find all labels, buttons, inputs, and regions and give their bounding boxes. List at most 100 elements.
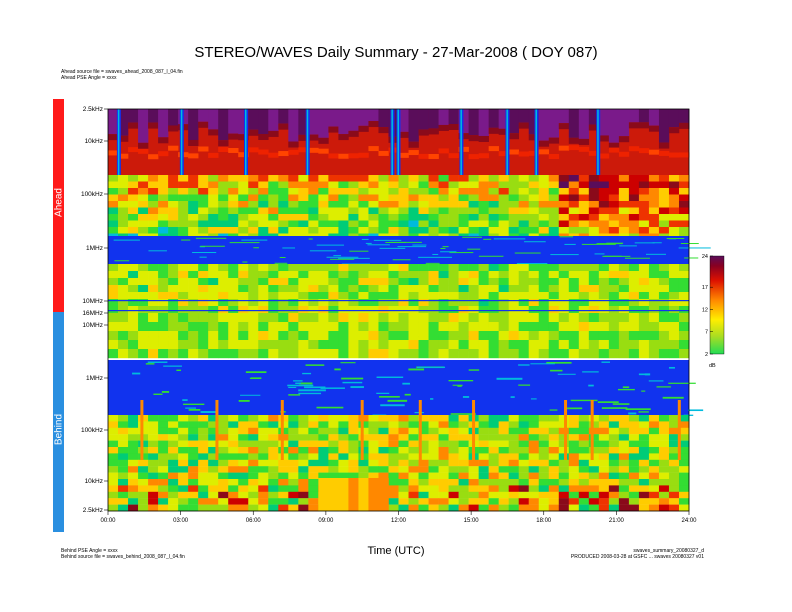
behind-bottom-cell: [668, 447, 680, 454]
ahead-mf-cell: [568, 194, 580, 202]
ahead-mf-cell: [638, 181, 650, 189]
ahead-top-cell: [428, 128, 439, 135]
behind-lf-noise: [404, 393, 411, 396]
ahead-mf-cell: [348, 194, 359, 202]
ahead-bg-cell: [258, 292, 269, 300]
ahead-top-cell: [518, 122, 530, 129]
behind-top-cell: [118, 340, 129, 350]
behind-bottom-cell: [388, 415, 399, 422]
ahead-lf-noise: [181, 239, 191, 241]
ahead-mf-cell: [188, 175, 199, 182]
ahead-mf-cell: [128, 188, 139, 195]
ahead-top-cell: [318, 148, 329, 154]
ahead-mf-cell: [488, 188, 499, 195]
ahead-mf-cell: [378, 175, 389, 182]
behind-bottom-cell: [178, 453, 189, 460]
behind-bottom-cell: [298, 447, 309, 454]
ahead-mf-cell: [628, 227, 640, 234]
ahead-mf-cell: [668, 194, 680, 202]
behind-top-cell: [518, 340, 530, 350]
ahead-bg-cell: [588, 292, 600, 300]
ahead-bg-cell: [568, 306, 580, 314]
behind-lf-noise: [238, 399, 250, 402]
ahead-mf-cell: [648, 214, 660, 221]
ahead-bg-cell: [558, 278, 570, 286]
behind-bottom-cell: [518, 440, 530, 448]
behind-bottom-cell: [148, 504, 159, 512]
behind-top-cell: [548, 313, 560, 323]
ahead-mf-cell: [468, 227, 479, 234]
behind-bottom-cell: [638, 434, 650, 441]
ahead-mf-cell: [298, 207, 309, 215]
behind-bottom-cell: [488, 453, 499, 460]
ahead-lf-noise: [440, 247, 446, 249]
ahead-bg-cell: [458, 285, 469, 293]
behind-bottom-cell: [108, 472, 119, 480]
behind-bottom-cell: [678, 504, 690, 512]
ahead-bg-cell: [228, 292, 239, 300]
ahead-mf-cell: [188, 214, 199, 221]
behind-top-cell: [158, 340, 169, 350]
ahead-bg-cell: [208, 271, 219, 279]
ahead-bg-cell: [348, 285, 359, 293]
behind-bottom-cell: [638, 421, 650, 428]
ahead-mf-cell: [178, 181, 189, 189]
ahead-mf-cell: [538, 175, 550, 182]
ahead-dropout: [506, 109, 508, 175]
ahead-bg-cell: [528, 285, 540, 293]
ahead-top-cell: [238, 109, 249, 135]
behind-bottom-cell: [578, 453, 590, 460]
behind-bottom-cell: [158, 498, 169, 505]
ahead-top-cell: [438, 148, 449, 154]
ahead-mf-cell: [358, 220, 369, 228]
ahead-bg-cell: [338, 271, 349, 279]
ahead-top-cell: [598, 109, 610, 136]
behind-bottom-cell: [678, 427, 690, 435]
behind-top-cell: [188, 331, 199, 341]
behind-top-cell: [468, 340, 479, 350]
ahead-bg-cell: [178, 299, 189, 307]
ahead-mf-cell: [638, 175, 650, 182]
behind-bottom-cell: [178, 485, 189, 492]
ahead-bg-cell: [168, 306, 179, 314]
behind-bottom-cell: [118, 434, 129, 441]
ahead-mf-cell: [478, 214, 489, 221]
ahead-mf-cell: [458, 194, 469, 202]
behind-top-cell: [588, 313, 600, 323]
behind-bottom-cell: [228, 434, 239, 441]
behind-bottom-cell: [398, 498, 409, 505]
behind-bottom-cell: [548, 485, 560, 492]
ahead-top-cell: [508, 149, 520, 155]
behind-top-cell: [668, 322, 680, 332]
behind-bottom-cell: [608, 472, 620, 480]
ahead-bg-cell: [578, 278, 590, 286]
behind-lf-noise: [153, 393, 163, 395]
behind-bottom-cell: [628, 453, 640, 460]
behind-bottom-cell: [208, 472, 219, 480]
behind-bottom-cell: [618, 472, 630, 480]
behind-bottom-cell: [278, 466, 289, 473]
behind-top-cell: [378, 331, 389, 341]
ahead-top-cell: [538, 109, 550, 141]
behind-top-cell: [128, 313, 139, 323]
ahead-top-cell: [158, 151, 169, 157]
ahead-bg-cell: [648, 271, 660, 279]
behind-bottom-cell: [538, 434, 550, 441]
behind-bottom-cell: [578, 447, 590, 454]
ahead-bg-cell: [438, 264, 449, 272]
ahead-mf-cell: [468, 220, 479, 228]
behind-bottom-cell: [458, 485, 469, 492]
behind-top-cell: [108, 349, 119, 359]
ahead-top-cell: [558, 109, 570, 124]
ahead-bg-cell: [598, 271, 610, 279]
behind-top-cell: [628, 349, 640, 359]
ahead-bg-cell: [608, 292, 620, 300]
behind-bottom-cell: [268, 498, 279, 505]
ahead-top-cell: [118, 153, 129, 159]
behind-bottom-cell: [608, 447, 620, 454]
ahead-bg-cell: [188, 285, 199, 293]
ahead-mf-cell: [638, 194, 650, 202]
ahead-bg-cell: [118, 278, 129, 286]
behind-bottom-cell: [608, 504, 620, 512]
ahead-bg-cell: [668, 292, 680, 300]
